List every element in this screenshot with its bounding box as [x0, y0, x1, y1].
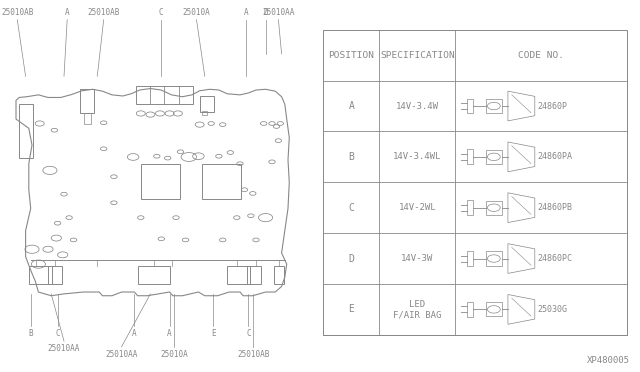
Text: SPECIFICATION: SPECIFICATION: [380, 51, 455, 60]
Bar: [138, 266, 170, 284]
Text: LED
F/AIR BAG: LED F/AIR BAG: [393, 300, 442, 319]
Text: 14V-3.4WL: 14V-3.4WL: [393, 153, 442, 161]
Text: 25010A: 25010A: [182, 8, 211, 17]
Bar: [486, 150, 502, 164]
Text: D: D: [348, 254, 355, 263]
Bar: [467, 99, 474, 113]
Bar: [202, 164, 241, 199]
Text: A: A: [348, 101, 355, 111]
Text: C: C: [348, 203, 355, 213]
Text: B: B: [348, 152, 355, 162]
Bar: [486, 201, 502, 215]
Bar: [200, 96, 214, 112]
Bar: [19, 104, 33, 158]
Text: 14V-3W: 14V-3W: [401, 254, 433, 263]
Bar: [202, 111, 207, 115]
Bar: [486, 99, 502, 113]
Text: 24860P: 24860P: [538, 102, 568, 110]
Text: 25010AA: 25010AA: [262, 8, 294, 17]
Text: 24860PB: 24860PB: [538, 203, 572, 212]
Text: CODE NO.: CODE NO.: [518, 51, 564, 60]
Bar: [486, 302, 502, 317]
Bar: [467, 200, 474, 215]
Bar: [323, 30, 627, 335]
Text: B: B: [28, 329, 33, 338]
Text: 25030G: 25030G: [538, 305, 568, 314]
Bar: [467, 150, 474, 164]
Text: 25010A: 25010A: [160, 350, 188, 359]
Bar: [227, 266, 250, 284]
Text: A: A: [244, 8, 249, 17]
Text: D: D: [263, 8, 268, 17]
Text: 25010AB: 25010AB: [237, 350, 269, 359]
Text: E: E: [211, 329, 216, 338]
Bar: [48, 266, 62, 284]
Text: POSITION: POSITION: [328, 51, 374, 60]
Bar: [141, 164, 180, 199]
Text: 25010AB: 25010AB: [88, 8, 120, 17]
Text: C: C: [159, 8, 164, 17]
Text: 25010AA: 25010AA: [106, 350, 138, 359]
Bar: [80, 89, 94, 113]
Text: C: C: [55, 329, 60, 338]
Text: 24860PC: 24860PC: [538, 254, 572, 263]
Bar: [247, 266, 261, 284]
Text: 25010AA: 25010AA: [48, 344, 80, 353]
Text: XP480005: XP480005: [588, 356, 630, 365]
Bar: [467, 302, 474, 317]
Text: A: A: [132, 329, 137, 338]
Bar: [467, 251, 474, 266]
Text: A: A: [65, 8, 70, 17]
Text: 25010AB: 25010AB: [1, 8, 33, 17]
Text: 14V-3.4W: 14V-3.4W: [396, 102, 439, 110]
Text: 24860PA: 24860PA: [538, 153, 572, 161]
Text: E: E: [348, 304, 355, 314]
Bar: [29, 266, 52, 284]
Bar: [84, 113, 91, 124]
Bar: [136, 86, 193, 104]
Text: A: A: [167, 329, 172, 338]
Text: 14V-2WL: 14V-2WL: [399, 203, 436, 212]
Bar: [486, 251, 502, 266]
Text: C: C: [246, 329, 251, 338]
Bar: [274, 266, 284, 284]
